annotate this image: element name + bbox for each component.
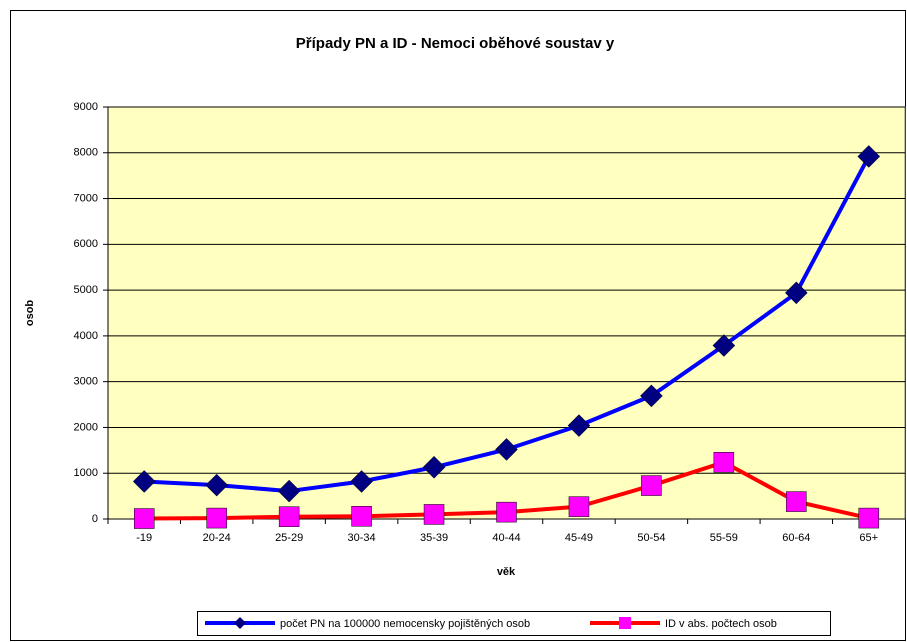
y-tick-label: 7000 xyxy=(74,192,98,204)
marker xyxy=(568,496,590,517)
x-tick-label: 60-64 xyxy=(782,532,810,544)
y-tick-label: 2000 xyxy=(74,421,98,433)
x-tick-label: 35-39 xyxy=(420,532,448,544)
legend: počet PN na 100000 nemocensky pojištěnýc… xyxy=(197,611,831,636)
legend-marker xyxy=(619,617,631,629)
legend-marker xyxy=(234,617,246,629)
marker xyxy=(857,145,881,168)
x-tick-label: 65+ xyxy=(859,532,878,544)
legend-label: ID v abs. počtech osob xyxy=(665,618,777,630)
marker xyxy=(278,506,300,527)
legend-box xyxy=(197,611,831,636)
y-tick-label: 3000 xyxy=(74,376,98,388)
marker xyxy=(786,491,807,512)
marker xyxy=(496,501,517,523)
marker xyxy=(423,504,445,525)
x-tick-label: 45-49 xyxy=(565,532,593,544)
y-tick-label: 1000 xyxy=(74,467,98,479)
x-tick-label: 50-54 xyxy=(637,532,665,544)
x-tick-label: 55-59 xyxy=(710,532,738,544)
marker xyxy=(713,451,735,473)
marker xyxy=(350,470,373,493)
x-tick-label: 25-29 xyxy=(275,532,303,544)
chart-title: Případy PN a ID - Nemoci oběhové soustav… xyxy=(296,35,615,52)
marker xyxy=(858,507,880,529)
x-tick-label: -19 xyxy=(136,532,152,544)
marker xyxy=(277,479,301,503)
marker xyxy=(641,475,662,496)
y-axis-label: osob xyxy=(24,300,36,327)
marker xyxy=(567,414,591,437)
x-axis-label: věk xyxy=(497,566,516,578)
marker xyxy=(784,281,808,305)
x-tick-label: 40-44 xyxy=(492,532,520,544)
y-tick-label: 6000 xyxy=(74,238,98,250)
y-tick-label: 0 xyxy=(92,513,98,525)
legend-label: počet PN na 100000 nemocensky pojištěnýc… xyxy=(280,618,530,630)
marker xyxy=(422,455,446,479)
marker xyxy=(132,470,156,493)
y-tick-label: 5000 xyxy=(74,284,98,296)
marker xyxy=(495,438,518,461)
y-tick-label: 4000 xyxy=(74,330,98,342)
x-tick-label: 20-24 xyxy=(203,532,231,544)
marker xyxy=(206,507,227,529)
marker xyxy=(351,506,372,527)
marker xyxy=(640,384,663,408)
x-tick-label: 30-34 xyxy=(348,532,376,544)
marker xyxy=(133,508,155,529)
marker xyxy=(205,473,229,497)
y-tick-label: 8000 xyxy=(74,147,98,159)
marker xyxy=(712,334,736,357)
y-tick-label: 9000 xyxy=(74,101,98,113)
